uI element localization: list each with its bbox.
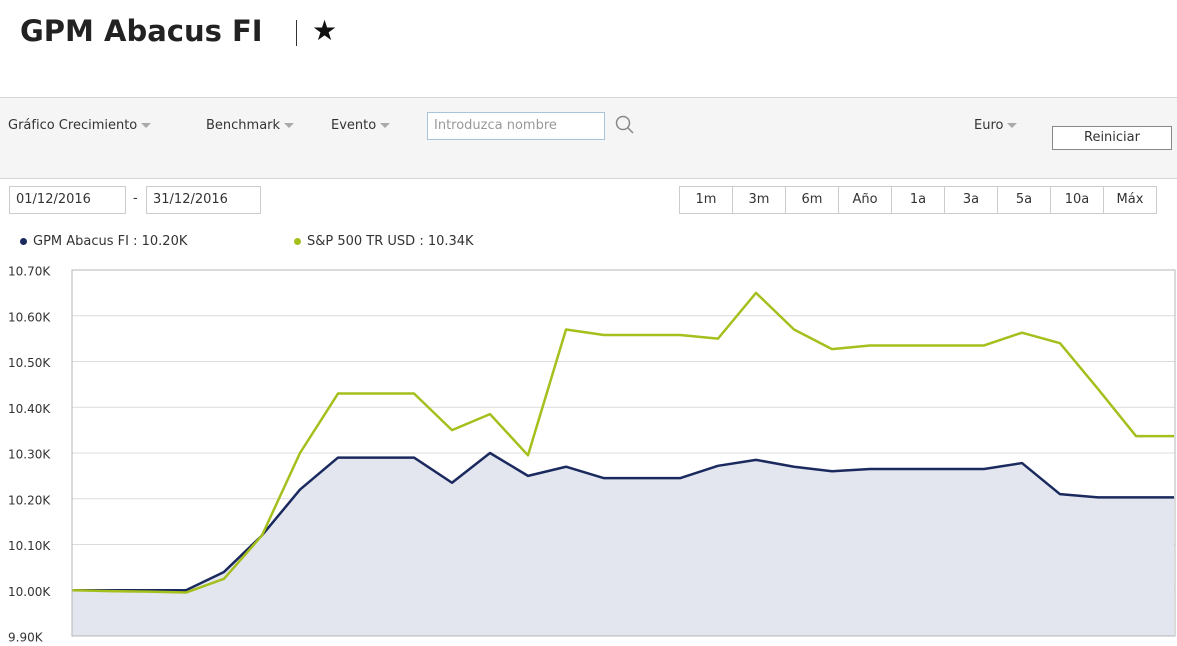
y-tick-label: 9.90K <box>8 631 44 645</box>
legend-dot <box>20 238 27 245</box>
menu-event[interactable]: Evento <box>331 118 391 133</box>
period-button[interactable]: 1a <box>891 186 945 214</box>
search-placeholder: Introduzca nombre <box>434 118 557 133</box>
date-separator: - <box>133 191 138 206</box>
favorite-star[interactable]: ★ <box>312 14 338 47</box>
end-date[interactable]: 31/12/2016 <box>146 186 261 214</box>
legend-item: GPM Abacus FI : 10.20K <box>20 234 187 249</box>
y-tick-label: 10.30K <box>8 448 51 462</box>
toolbar-top-rule <box>0 97 1177 98</box>
period-button[interactable]: 1m <box>679 186 733 214</box>
menu-label: Gráfico Crecimiento <box>8 118 138 133</box>
start-date[interactable]: 01/12/2016 <box>9 186 126 214</box>
title-separator <box>296 20 297 46</box>
menu-label: Evento <box>331 118 377 133</box>
series-area <box>72 453 1174 636</box>
search-input[interactable]: Introduzca nombre <box>427 112 605 140</box>
y-tick-label: 10.00K <box>8 585 51 599</box>
menu-benchmark[interactable]: Benchmark <box>206 118 295 133</box>
period-button[interactable]: 10a <box>1050 186 1104 214</box>
legend-label: S&P 500 TR USD : 10.34K <box>307 234 474 249</box>
y-tick-label: 10.70K <box>8 265 51 279</box>
period-button[interactable]: 3a <box>944 186 998 214</box>
period-button[interactable]: 3m <box>732 186 786 214</box>
legend-dot <box>294 238 301 245</box>
plot-border <box>71 269 1176 637</box>
period-button[interactable]: Año <box>838 186 892 214</box>
y-tick-label: 10.20K <box>8 493 51 507</box>
period-button[interactable]: Máx <box>1103 186 1157 214</box>
menu-label: Euro <box>974 118 1004 133</box>
y-tick-label: 10.60K <box>8 310 51 324</box>
menu-label: Benchmark <box>206 118 281 133</box>
toolbar-bottom-rule <box>0 178 1177 179</box>
caret <box>380 123 391 128</box>
y-tick-label: 10.40K <box>8 402 51 416</box>
caret <box>141 123 152 128</box>
page-title: GPM Abacus FI <box>20 14 263 48</box>
y-tick-label: 10.10K <box>8 539 51 553</box>
legend-item: S&P 500 TR USD : 10.34K <box>294 234 474 249</box>
y-tick-label: 10.50K <box>8 356 51 370</box>
menu-growth[interactable]: Gráfico Crecimiento <box>8 118 152 133</box>
reset-button[interactable]: Reiniciar <box>1052 126 1172 150</box>
menu-currency[interactable]: Euro <box>974 118 1018 133</box>
caret <box>1007 123 1018 128</box>
period-buttons: 1m 3m 6m Año 1a 3a 5a 10a Máx <box>679 186 1157 214</box>
search-icon[interactable] <box>614 114 638 138</box>
legend-label: GPM Abacus FI : 10.20K <box>33 234 188 249</box>
series-line <box>71 291 1174 594</box>
caret <box>284 123 295 128</box>
